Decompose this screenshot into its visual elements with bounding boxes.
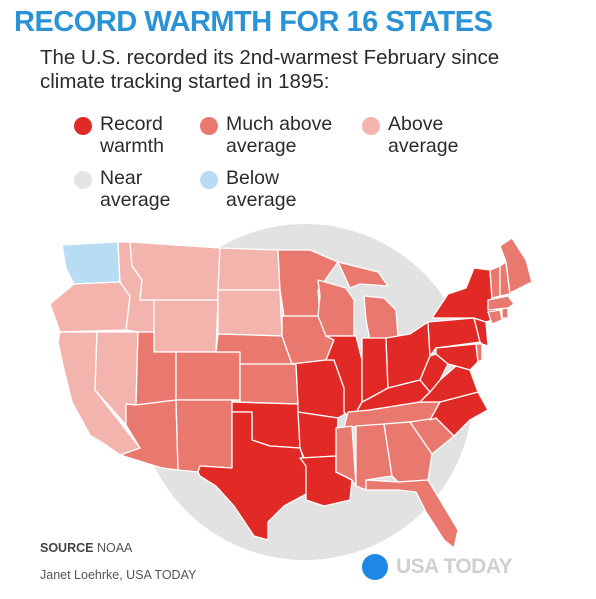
state-delaware <box>475 343 483 363</box>
state-florida <box>365 479 459 549</box>
legend-swatch-much-above <box>200 117 218 135</box>
state-washington <box>61 241 121 285</box>
legend-swatch-near <box>74 171 92 189</box>
state-massachusetts <box>487 295 515 311</box>
legend-item-record: Record warmth <box>74 113 250 157</box>
legend-label-above: Above average <box>388 113 459 157</box>
state-rhode-island <box>501 307 509 319</box>
state-south-dakota <box>217 289 283 337</box>
state-vermont <box>489 265 501 299</box>
source-value: NOAA <box>96 541 133 555</box>
legend-swatch-above <box>362 117 380 135</box>
legend-item-above: Above average <box>362 113 538 157</box>
state-connecticut <box>487 309 503 325</box>
legend-label-record: Record warmth <box>100 113 164 157</box>
legend-label-much-above: Much above average <box>226 113 333 157</box>
state-arkansas <box>297 411 339 459</box>
legend-item-near: Near average <box>74 167 250 211</box>
source-label: SOURCE <box>40 541 94 555</box>
state-texas <box>197 411 311 541</box>
state-illinois <box>325 335 363 421</box>
state-north-carolina <box>429 391 489 437</box>
legend-item-much-above: Much above average <box>200 113 376 157</box>
state-colorado <box>175 351 241 401</box>
page-title: RECORD WARMTH FOR 16 STATES <box>14 6 493 38</box>
brand-text: USA TODAY <box>396 555 513 578</box>
source-line: SOURCE NOAA <box>40 541 132 555</box>
brand-dot-icon <box>362 554 388 580</box>
subtitle: The U.S. recorded its 2nd-warmest Februa… <box>40 46 500 93</box>
state-north-dakota <box>217 247 281 291</box>
legend-swatch-below <box>200 171 218 189</box>
state-maine <box>499 237 533 295</box>
legend-label-near: Near average <box>100 167 171 211</box>
state-kansas <box>239 363 299 405</box>
legend-label-below: Below average <box>226 167 297 211</box>
state-new-mexico <box>175 399 233 473</box>
state-montana <box>129 241 221 301</box>
state-wyoming <box>153 299 219 353</box>
brand-logo: USA TODAY <box>362 554 513 580</box>
credit-line: Janet Loehrke, USA TODAY <box>40 568 197 582</box>
legend-swatch-record <box>74 117 92 135</box>
state-mississippi <box>335 425 357 487</box>
legend-item-below: Below average <box>200 167 376 211</box>
state-pennsylvania <box>427 317 481 357</box>
state-oregon <box>49 281 131 333</box>
